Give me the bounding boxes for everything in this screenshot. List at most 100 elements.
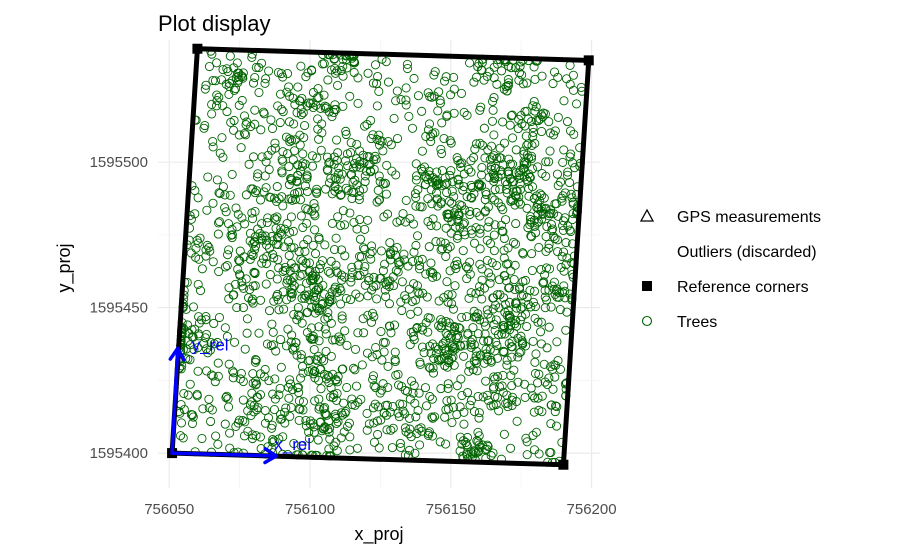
tree-point bbox=[488, 105, 498, 115]
tree-point bbox=[523, 299, 533, 310]
tree-point bbox=[297, 93, 307, 103]
tree-point bbox=[331, 174, 341, 184]
tree-point bbox=[496, 66, 507, 76]
tree-point bbox=[261, 74, 271, 84]
tree-point bbox=[393, 380, 404, 390]
x-tick-label: 756200 bbox=[567, 501, 617, 518]
tree-point bbox=[352, 224, 362, 234]
tree-point bbox=[451, 264, 461, 274]
tree-point bbox=[237, 213, 247, 223]
tree-point bbox=[395, 257, 405, 267]
tree-point bbox=[296, 211, 306, 221]
tree-point bbox=[229, 85, 239, 96]
tree-point bbox=[212, 58, 222, 68]
tree-point bbox=[530, 221, 540, 231]
tree-point bbox=[352, 180, 362, 190]
tree-point bbox=[308, 98, 318, 108]
tree-point bbox=[208, 136, 218, 147]
tree-point bbox=[552, 402, 562, 412]
tree-point bbox=[291, 263, 301, 273]
tree-point bbox=[436, 245, 446, 255]
tree-point bbox=[287, 289, 297, 299]
tree-point bbox=[254, 328, 264, 338]
tree-point bbox=[479, 317, 489, 327]
tree-point bbox=[247, 208, 257, 218]
tree-point bbox=[366, 115, 376, 126]
tree-point bbox=[222, 331, 232, 342]
tree-point bbox=[404, 111, 414, 121]
tree-point bbox=[447, 186, 457, 196]
tree-point bbox=[474, 413, 484, 423]
tree-point bbox=[218, 65, 228, 75]
tree-point bbox=[495, 382, 505, 392]
tree-point bbox=[455, 324, 465, 334]
tree-point bbox=[193, 193, 203, 203]
tree-point bbox=[409, 73, 419, 84]
tree-point bbox=[381, 189, 391, 199]
tree-point bbox=[193, 238, 203, 248]
tree-point bbox=[364, 276, 374, 286]
tree-point bbox=[482, 235, 492, 245]
tree-point bbox=[486, 451, 496, 461]
tree-point bbox=[442, 277, 452, 287]
tree-point bbox=[509, 177, 519, 187]
tree-point bbox=[341, 406, 351, 417]
tree-point bbox=[381, 400, 391, 411]
tree-point bbox=[466, 180, 476, 190]
tree-point bbox=[251, 354, 261, 365]
tree-point bbox=[483, 442, 493, 452]
tree-point bbox=[425, 267, 435, 277]
x-tick-label: 756150 bbox=[426, 501, 476, 518]
tree-point bbox=[352, 154, 362, 164]
tree-point bbox=[319, 59, 329, 69]
tree-point bbox=[374, 171, 384, 181]
tree-point bbox=[240, 417, 250, 427]
tree-point bbox=[194, 312, 204, 322]
tree-point bbox=[428, 413, 438, 423]
tree-point bbox=[309, 344, 319, 355]
tree-point bbox=[305, 355, 315, 365]
tree-point bbox=[413, 287, 423, 297]
tree-point bbox=[447, 417, 457, 428]
tree-point bbox=[343, 161, 353, 171]
tree-point bbox=[215, 148, 225, 158]
tree-point bbox=[501, 215, 511, 225]
tree-point bbox=[426, 137, 436, 147]
tree-point bbox=[369, 312, 379, 322]
tree-point bbox=[272, 291, 282, 302]
tree-point bbox=[298, 368, 308, 378]
x-rel-arrow-head bbox=[263, 447, 278, 465]
tree-point bbox=[330, 186, 340, 196]
tree-point bbox=[562, 170, 573, 180]
tree-point bbox=[194, 318, 205, 328]
tree-point bbox=[384, 299, 395, 309]
tree-point bbox=[262, 339, 272, 349]
tree-point bbox=[367, 285, 377, 295]
tree-point bbox=[550, 372, 560, 382]
tree-point bbox=[465, 400, 475, 410]
tree-point bbox=[377, 385, 387, 395]
tree-point bbox=[303, 366, 314, 376]
tree-point bbox=[424, 242, 434, 252]
tree-point bbox=[527, 151, 537, 161]
tree-point bbox=[440, 238, 450, 248]
tree-point bbox=[521, 131, 531, 141]
tree-point bbox=[569, 129, 579, 139]
tree-point bbox=[550, 126, 560, 136]
tree-point bbox=[264, 66, 274, 76]
tree-point bbox=[459, 419, 469, 429]
tree-point bbox=[312, 184, 322, 194]
tree-point bbox=[485, 278, 495, 288]
tree-point bbox=[490, 195, 500, 205]
tree-point bbox=[352, 443, 362, 453]
tree-point bbox=[223, 250, 233, 260]
tree-point bbox=[570, 163, 580, 173]
tree-point bbox=[204, 242, 214, 253]
tree-point bbox=[545, 146, 555, 156]
tree-point bbox=[396, 95, 406, 105]
tree-point bbox=[477, 163, 487, 173]
tree-point bbox=[383, 361, 393, 371]
legend-item: Trees bbox=[641, 314, 717, 331]
tree-point bbox=[387, 443, 397, 453]
tree-point bbox=[514, 114, 524, 124]
